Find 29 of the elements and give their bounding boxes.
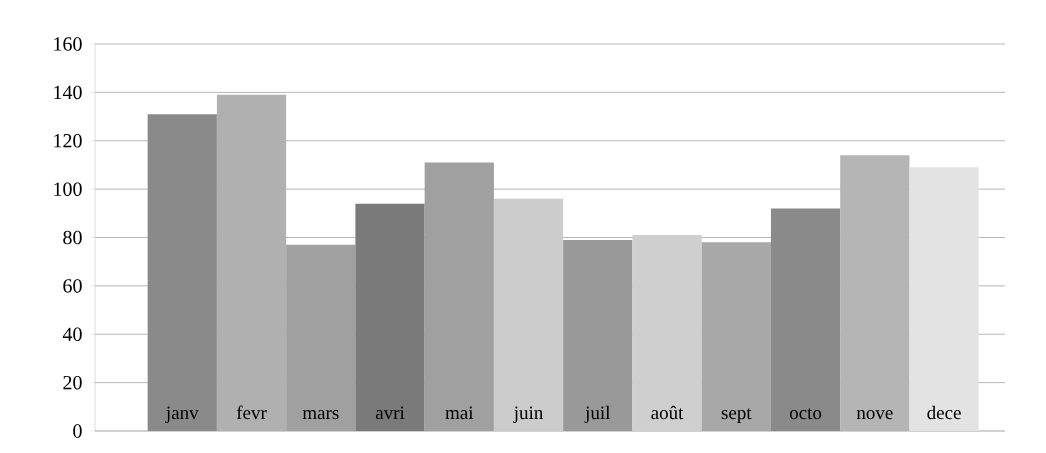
x-tick-label: nove xyxy=(856,410,893,420)
y-tick-label: 120 xyxy=(54,134,82,148)
x-tick-label: juin xyxy=(513,406,544,424)
x-tick-label: mars xyxy=(302,410,339,420)
bar xyxy=(563,239,633,431)
x-tick-label: fevr xyxy=(236,405,267,420)
bar xyxy=(632,235,702,431)
x-tick-label: juil xyxy=(584,405,611,424)
y-tick-label: 0 xyxy=(73,424,82,438)
y-tick-label: 160 xyxy=(54,37,82,51)
y-tick-label: 60 xyxy=(63,279,82,293)
x-tick-label: avri xyxy=(375,406,405,420)
x-tick-label: août xyxy=(651,405,684,420)
bar xyxy=(909,167,979,431)
bar xyxy=(770,208,841,431)
y-tick-label: 80 xyxy=(63,230,82,245)
x-tick-label: mai xyxy=(445,406,474,420)
x-tick-label: sept xyxy=(721,408,752,424)
bar xyxy=(147,114,217,431)
x-tick-label: octo xyxy=(789,408,822,420)
y-tick-label: 40 xyxy=(62,327,82,341)
y-tick-label: 20 xyxy=(63,375,82,390)
bar xyxy=(493,198,564,431)
x-tick-label: janv xyxy=(165,406,199,424)
y-tick-label: 100 xyxy=(54,182,82,196)
x-tick-label: dece xyxy=(927,405,961,420)
y-tick-label: 140 xyxy=(54,85,82,100)
bar xyxy=(840,155,910,431)
bar xyxy=(355,203,425,431)
